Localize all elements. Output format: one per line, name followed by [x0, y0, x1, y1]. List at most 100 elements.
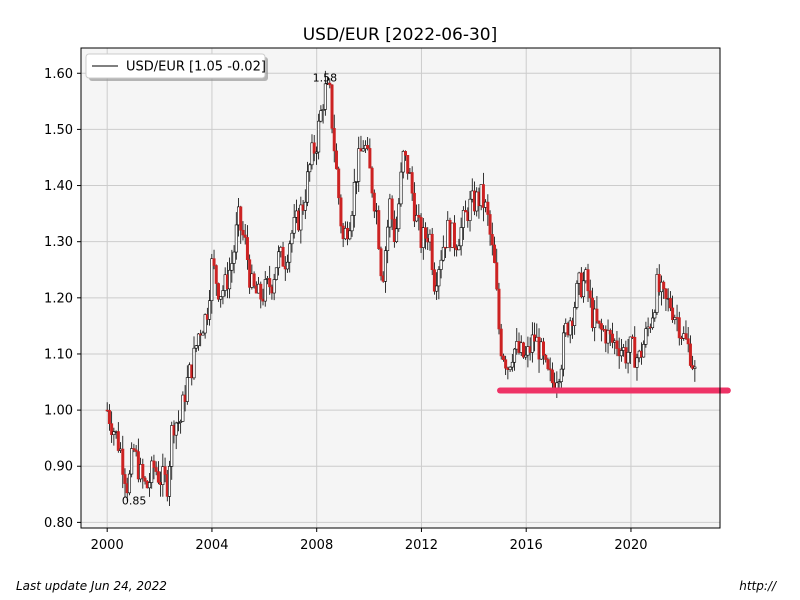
candle-body	[127, 473, 131, 494]
candle-body	[192, 347, 196, 379]
candle-body	[110, 423, 114, 435]
candle-body	[671, 307, 675, 320]
candle-body	[306, 171, 310, 203]
candle-body	[504, 359, 508, 369]
candle-body	[481, 184, 485, 208]
candle-body	[653, 312, 657, 319]
candle-body	[397, 203, 401, 230]
candle-body	[268, 278, 272, 288]
y-tick-label: 1.00	[44, 404, 73, 419]
candle-body	[210, 258, 214, 301]
candle-body	[288, 243, 292, 263]
plot-frame	[80, 47, 721, 529]
candle-body	[524, 354, 528, 358]
candle-body	[161, 466, 165, 485]
candle-body	[677, 317, 681, 339]
candle-body	[330, 84, 334, 129]
y-tick-label: 1.50	[44, 123, 73, 138]
candle-body	[208, 300, 212, 320]
candle-body	[401, 151, 405, 173]
candle-body	[323, 83, 327, 110]
y-tick-label: 1.10	[44, 347, 73, 362]
candle-body	[221, 290, 225, 298]
candle-body	[457, 245, 461, 251]
candle-body	[355, 181, 359, 183]
candle-body	[317, 120, 321, 153]
candle-body	[606, 330, 610, 344]
candle-body	[406, 155, 410, 174]
candle-body	[499, 328, 503, 357]
source-url-text[interactable]: http://	[739, 579, 776, 593]
candle-body	[370, 167, 374, 194]
candle-body	[290, 232, 294, 245]
candle-body	[292, 217, 296, 234]
candle-body	[239, 206, 243, 231]
candle-body	[216, 283, 220, 300]
candle-body	[610, 333, 614, 343]
candle-body	[196, 333, 200, 347]
candle-body	[386, 226, 390, 251]
candle-body	[152, 460, 156, 468]
candle-body	[412, 192, 416, 222]
candle-body	[154, 467, 158, 472]
candle-body	[497, 288, 501, 330]
candle-body	[259, 283, 263, 300]
candle-body	[134, 449, 138, 452]
candle-body	[123, 474, 127, 484]
candle-body	[651, 317, 655, 329]
candle-body	[299, 204, 303, 231]
candle-body	[170, 425, 174, 467]
candle-body	[513, 348, 517, 363]
candle-body	[599, 323, 603, 330]
candle-body	[508, 366, 512, 370]
y-tick-label: 0.90	[44, 460, 73, 475]
candle-body	[468, 198, 472, 221]
candle-body	[252, 273, 256, 287]
candle-body	[121, 448, 125, 475]
candle-body	[595, 308, 599, 322]
candles-group	[105, 70, 697, 506]
candle-body	[107, 410, 111, 424]
candle-body	[228, 269, 232, 290]
max-annotation: 1.58	[313, 71, 338, 84]
candle-body	[628, 336, 632, 353]
candle-body	[544, 354, 548, 360]
candle-body	[430, 233, 434, 271]
candle-body	[194, 345, 198, 349]
candle-body	[230, 263, 234, 271]
candle-body	[263, 279, 267, 302]
candle-body	[390, 198, 394, 220]
candle-body	[693, 366, 697, 369]
candle-body	[684, 333, 688, 340]
candle-body	[673, 317, 677, 320]
candle-body	[662, 281, 666, 290]
candle-body	[410, 172, 414, 194]
candle-body	[395, 228, 399, 242]
candle-body	[399, 171, 403, 205]
candle-body	[464, 210, 468, 213]
candle-body	[372, 192, 376, 212]
x-tick-label: 2012	[405, 538, 438, 553]
candle-body	[319, 110, 323, 122]
last-update-text: Last update Jun 24, 2022	[16, 579, 167, 593]
candle-body	[332, 128, 336, 152]
candle-body	[686, 338, 690, 345]
candle-body	[312, 142, 316, 154]
candle-body	[368, 148, 372, 169]
candle-body	[501, 355, 505, 360]
candle-body	[635, 357, 639, 368]
legend-box	[85, 53, 266, 79]
candle-body	[150, 460, 154, 483]
candle-body	[143, 477, 147, 482]
candle-body	[546, 359, 550, 370]
candle-body	[277, 251, 281, 269]
candle-body	[141, 464, 145, 479]
candle-body	[461, 210, 465, 228]
candle-body	[521, 342, 525, 358]
candle-body	[156, 471, 160, 483]
candle-body	[285, 261, 289, 270]
candle-body	[176, 422, 180, 424]
min-annotation: 0.85	[122, 494, 147, 507]
candle-body	[550, 369, 554, 384]
candle-body	[668, 298, 672, 309]
